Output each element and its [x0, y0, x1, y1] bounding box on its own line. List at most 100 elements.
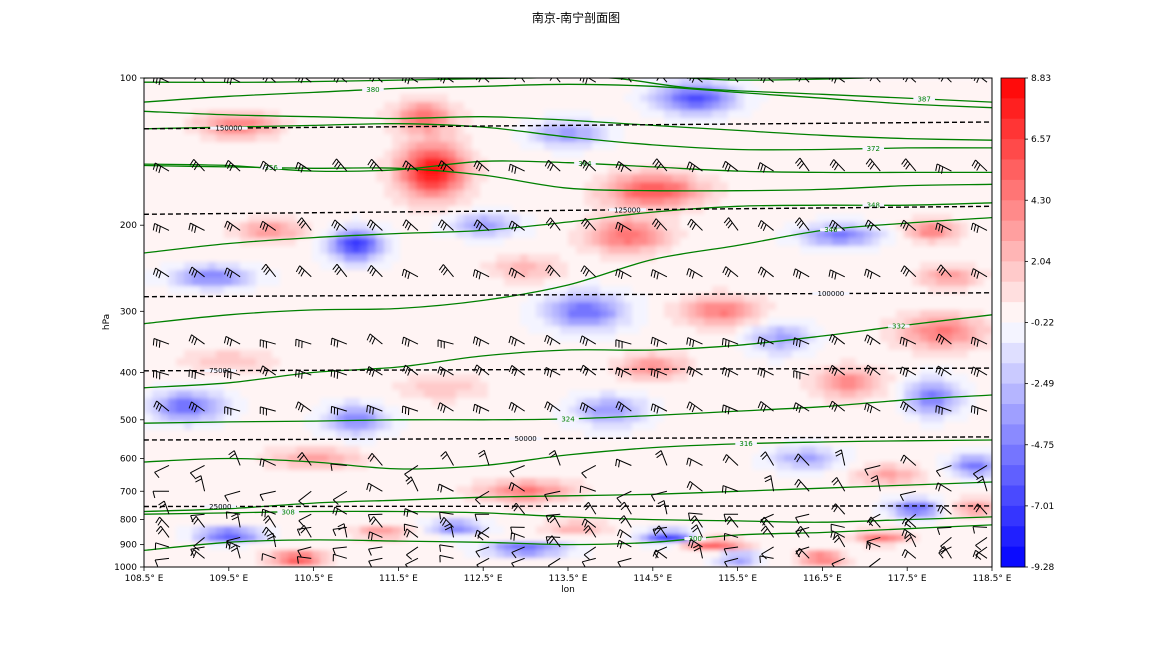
- heat-cell: [640, 342, 649, 351]
- heat-cell: [648, 494, 657, 503]
- heat-cell: [288, 478, 297, 487]
- heat-cell: [560, 166, 569, 175]
- heat-cell: [368, 390, 377, 399]
- heat-cell: [184, 326, 193, 335]
- heat-cell: [360, 166, 369, 175]
- heat-cell: [536, 486, 545, 495]
- heat-cell: [656, 342, 665, 351]
- heat-cell: [400, 486, 409, 495]
- heat-cell: [256, 294, 265, 303]
- heat-cell: [456, 374, 465, 383]
- heat-cell: [392, 270, 401, 279]
- heat-cell: [344, 158, 353, 167]
- heat-cell: [760, 182, 769, 191]
- heat-cell: [336, 222, 345, 231]
- heat-cell: [496, 414, 505, 423]
- heat-cell: [568, 534, 577, 543]
- heat-cell: [208, 102, 217, 111]
- heat-cell: [536, 462, 545, 471]
- heat-cell: [160, 134, 169, 143]
- heat-cell: [240, 510, 249, 519]
- heat-cell: [528, 158, 537, 167]
- heat-cell: [152, 150, 161, 159]
- heat-cell: [432, 190, 441, 199]
- heat-cell: [344, 262, 353, 271]
- heat-cell: [760, 294, 769, 303]
- heat-cell: [752, 270, 761, 279]
- heat-cell: [272, 254, 281, 263]
- heat-cell: [256, 326, 265, 335]
- heat-cell: [624, 326, 633, 335]
- heat-cell: [720, 414, 729, 423]
- heat-cell: [544, 494, 553, 503]
- heat-cell: [168, 158, 177, 167]
- heat-cell: [656, 270, 665, 279]
- heat-cell: [688, 318, 697, 327]
- heat-cell: [360, 518, 369, 527]
- heat-cell: [576, 326, 585, 335]
- heat-cell: [312, 438, 321, 447]
- heat-cell: [392, 494, 401, 503]
- heat-cell: [320, 470, 329, 479]
- heat-cell: [568, 118, 577, 127]
- heat-cell: [592, 286, 601, 295]
- heat-cell: [744, 462, 753, 471]
- heat-cell: [200, 422, 209, 431]
- heat-cell: [760, 438, 769, 447]
- heat-cell: [288, 318, 297, 327]
- heat-cell: [664, 198, 673, 207]
- heat-cell: [528, 278, 537, 287]
- heat-cell: [280, 494, 289, 503]
- heat-cell: [328, 462, 337, 471]
- heat-cell: [408, 246, 417, 255]
- heat-cell: [248, 286, 257, 295]
- heat-cell: [160, 550, 169, 559]
- heat-cell: [752, 478, 761, 487]
- heat-cell: [168, 182, 177, 191]
- heat-cell: [656, 550, 665, 559]
- heat-cell: [448, 358, 457, 367]
- heat-cell: [376, 246, 385, 255]
- heat-cell: [720, 390, 729, 399]
- heat-cell: [264, 438, 273, 447]
- heat-cell: [224, 526, 233, 535]
- heat-cell: [608, 486, 617, 495]
- heat-cell: [632, 414, 641, 423]
- heat-cell: [312, 334, 321, 343]
- heat-cell: [448, 414, 457, 423]
- heat-cell: [264, 470, 273, 479]
- heat-cell: [512, 438, 521, 447]
- heat-cell: [360, 246, 369, 255]
- heat-cell: [720, 174, 729, 183]
- heat-cell: [464, 334, 473, 343]
- heat-cell: [616, 366, 625, 375]
- heat-cell: [712, 230, 721, 239]
- heat-cell: [240, 382, 249, 391]
- heat-cell: [424, 294, 433, 303]
- heat-cell: [752, 190, 761, 199]
- heat-cell: [752, 102, 761, 111]
- heat-cell: [408, 126, 417, 135]
- heat-cell: [624, 278, 633, 287]
- heat-cell: [336, 198, 345, 207]
- heat-cell: [760, 262, 769, 271]
- heat-cell: [480, 190, 489, 199]
- heat-cell: [688, 134, 697, 143]
- heat-cell: [728, 374, 737, 383]
- heat-cell: [600, 318, 609, 327]
- heat-cell: [440, 510, 449, 519]
- heat-cell: [600, 494, 609, 503]
- heat-cell: [208, 214, 217, 223]
- heat-cell: [304, 374, 313, 383]
- heat-cell: [728, 534, 737, 543]
- heat-cell: [288, 334, 297, 343]
- heat-cell: [664, 526, 673, 535]
- heat-cell: [640, 182, 649, 191]
- heat-cell: [408, 198, 417, 207]
- heat-cell: [432, 182, 441, 191]
- heat-cell: [520, 550, 529, 559]
- heat-cell: [384, 334, 393, 343]
- heat-cell: [616, 278, 625, 287]
- heat-cell: [448, 550, 457, 559]
- heat-cell: [264, 390, 273, 399]
